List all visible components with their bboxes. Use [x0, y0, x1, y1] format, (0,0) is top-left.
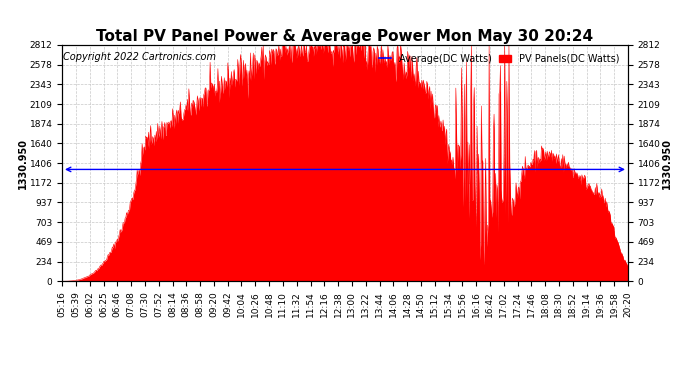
Y-axis label: 1330.950: 1330.950 — [18, 138, 28, 189]
Legend: Average(DC Watts), PV Panels(DC Watts): Average(DC Watts), PV Panels(DC Watts) — [375, 50, 623, 68]
Y-axis label: 1330.950: 1330.950 — [662, 138, 672, 189]
Text: Copyright 2022 Cartronics.com: Copyright 2022 Cartronics.com — [63, 52, 216, 62]
Title: Total PV Panel Power & Average Power Mon May 30 20:24: Total PV Panel Power & Average Power Mon… — [97, 29, 593, 44]
